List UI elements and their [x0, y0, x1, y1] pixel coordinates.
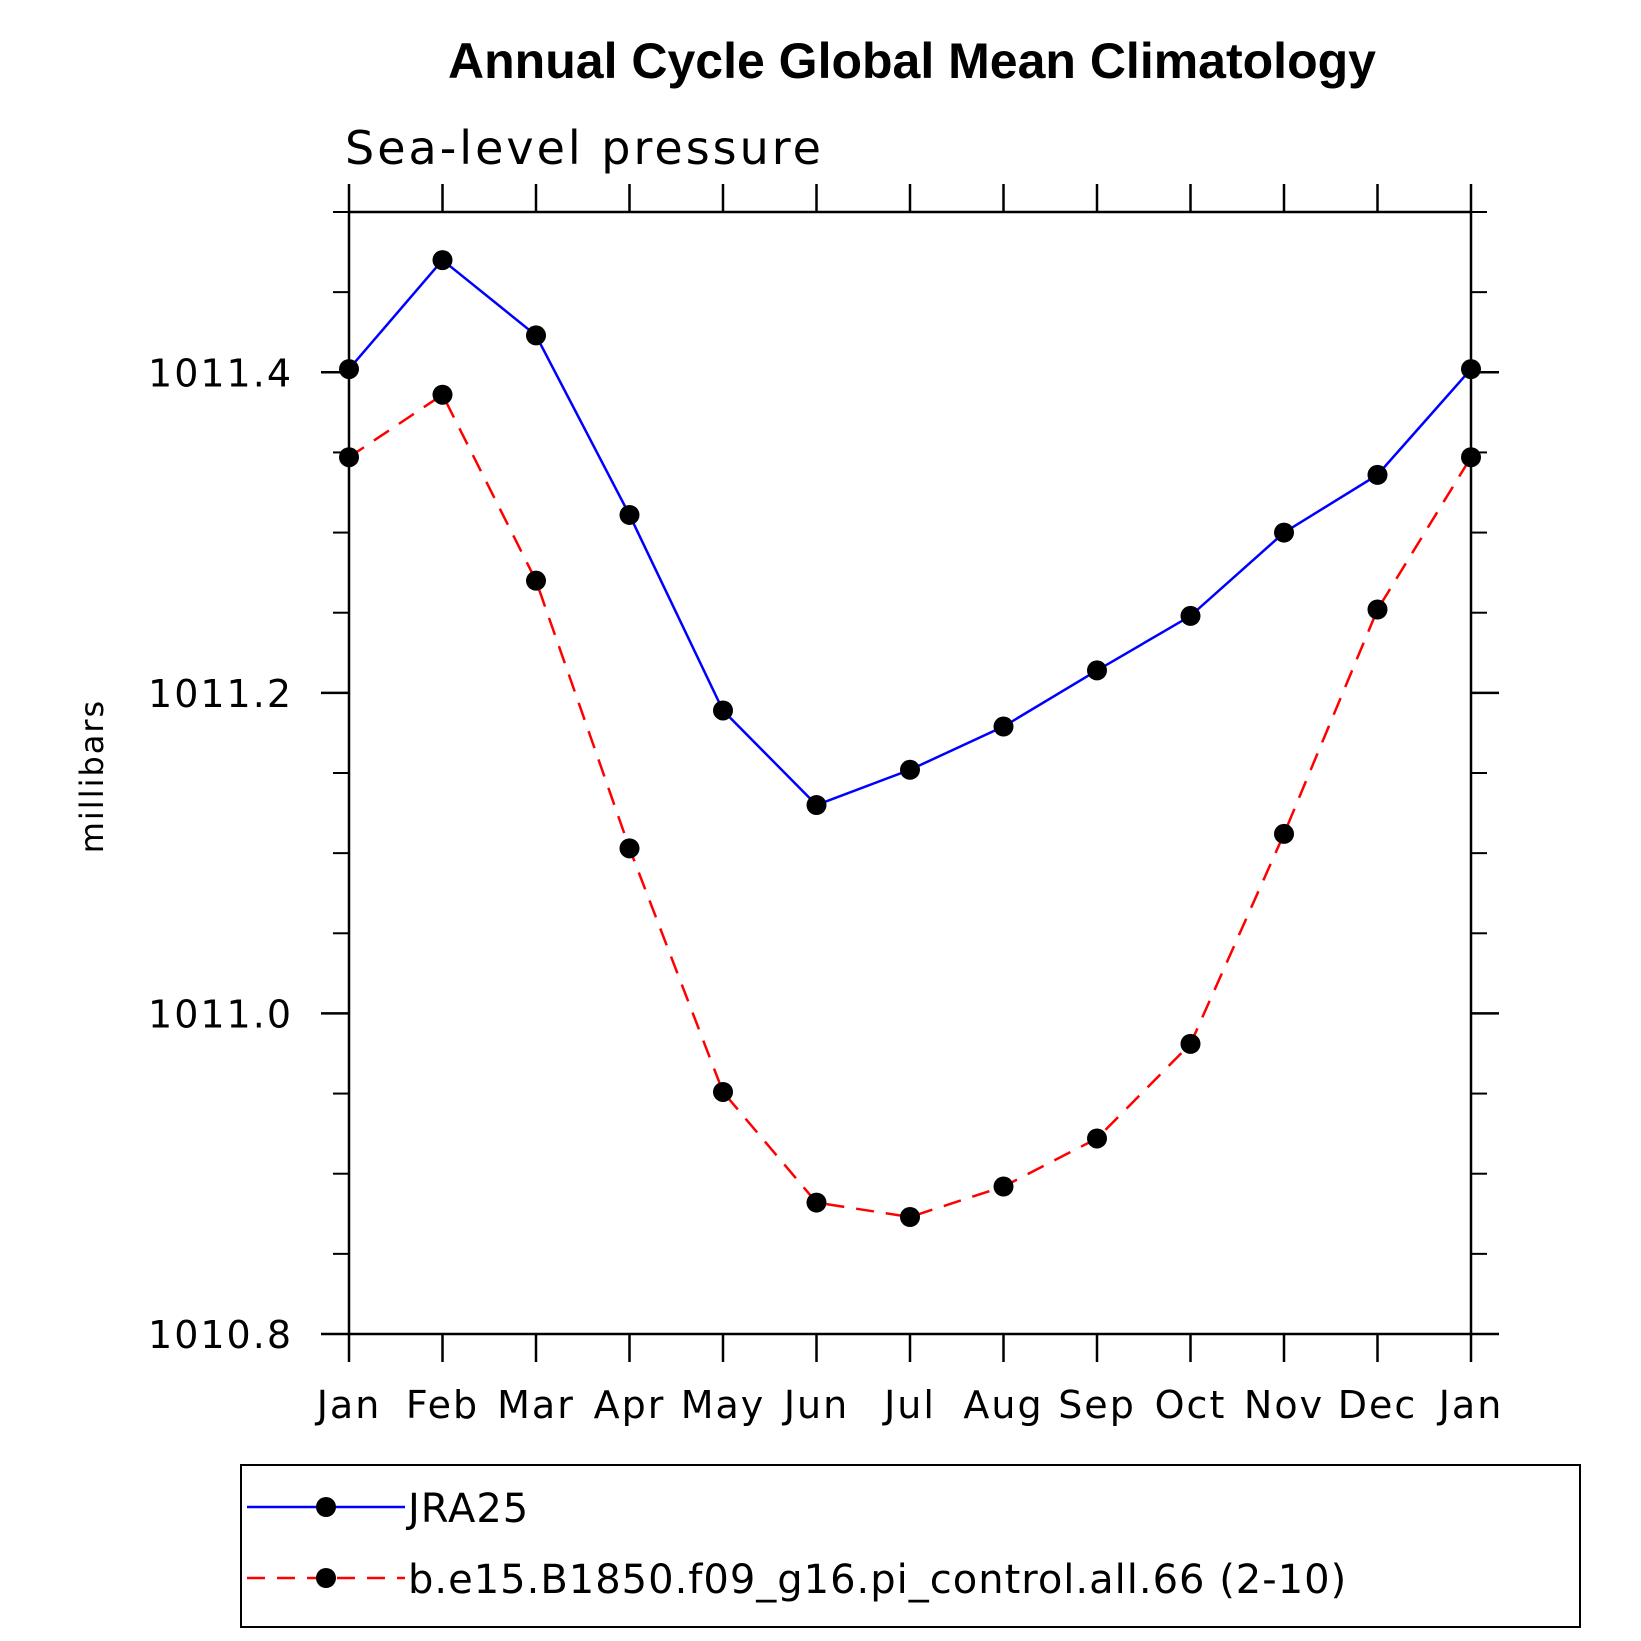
axis-ticks — [321, 184, 1499, 1362]
x-tick-label: Jan — [315, 1383, 382, 1427]
chart-subtitle: Sea-level pressure — [345, 121, 824, 175]
series-0-point — [900, 759, 920, 780]
x-tick-label: May — [681, 1383, 766, 1427]
y-tick-label: 1011.4 — [148, 351, 293, 395]
x-tick-label: Feb — [406, 1383, 479, 1427]
x-tick-label: Jan — [1437, 1383, 1504, 1427]
y-tick-label: 1010.8 — [148, 1313, 293, 1357]
legend-marker-jra25 — [316, 1497, 336, 1517]
series-line-0 — [348, 258, 1472, 807]
x-tick-label: Aug — [963, 1383, 1043, 1427]
x-tick-label: Mar — [497, 1383, 575, 1427]
legend-box — [240, 1464, 1581, 1628]
series-1-point — [1087, 1128, 1107, 1149]
series-1-point — [619, 838, 640, 859]
x-tick-label: Jul — [882, 1383, 936, 1427]
series-1-point — [432, 384, 453, 405]
series-0-point — [432, 250, 453, 271]
series-1-point — [1274, 823, 1294, 844]
series-1-point — [900, 1206, 920, 1227]
series-0-point — [1180, 605, 1201, 626]
series-0-point — [993, 716, 1014, 737]
x-tick-label: Sep — [1058, 1383, 1136, 1427]
series-1-point — [339, 447, 359, 468]
x-tick-label: Jun — [782, 1383, 849, 1427]
y-axis-label: millibars — [73, 699, 111, 853]
series-0-point — [619, 504, 640, 525]
y-tick-labels: 1010.8 1011.0 1011.2 1011.4 — [148, 351, 293, 1357]
x-tick-label: Dec — [1338, 1383, 1418, 1427]
series-0-point — [1087, 660, 1107, 681]
series-0-point — [806, 795, 827, 816]
series-line-1 — [348, 392, 1473, 1219]
x-tick-label: Oct — [1155, 1383, 1227, 1427]
series-0-point — [1461, 359, 1481, 380]
series-layer — [339, 250, 1481, 1227]
series-1-point — [806, 1192, 827, 1213]
series-1-point — [1367, 599, 1388, 620]
legend-marker-model — [316, 1568, 336, 1588]
legend-label-jra25: JRA25 — [405, 1486, 529, 1532]
series-0-point — [1274, 522, 1294, 543]
series-1-point — [526, 570, 546, 591]
series-0-point — [526, 325, 546, 346]
series-0-point — [713, 700, 733, 721]
series-1-point — [1461, 447, 1481, 468]
series-0-point — [339, 359, 359, 380]
legend: JRA25 b.e15.B1850.f09_g16.pi_control.all… — [240, 1464, 1581, 1628]
series-1-point — [1180, 1033, 1201, 1054]
legend-label-model: b.e15.B1850.f09_g16.pi_control.all.66 (2… — [408, 1557, 1347, 1603]
series-1-point — [713, 1081, 733, 1102]
x-tick-label: Apr — [594, 1383, 666, 1427]
x-tick-label: Nov — [1244, 1383, 1324, 1427]
series-0-point — [1367, 464, 1388, 485]
series-1-point — [993, 1176, 1014, 1197]
y-tick-label: 1011.0 — [148, 992, 293, 1036]
x-tick-labels: Jan Feb Mar Apr May Jun Jul Aug Sep Oct Nov Dec Jan — [315, 1383, 1504, 1427]
y-tick-label: 1011.2 — [148, 672, 293, 716]
chart-title: Annual Cycle Global Mean Climatology — [448, 33, 1376, 89]
